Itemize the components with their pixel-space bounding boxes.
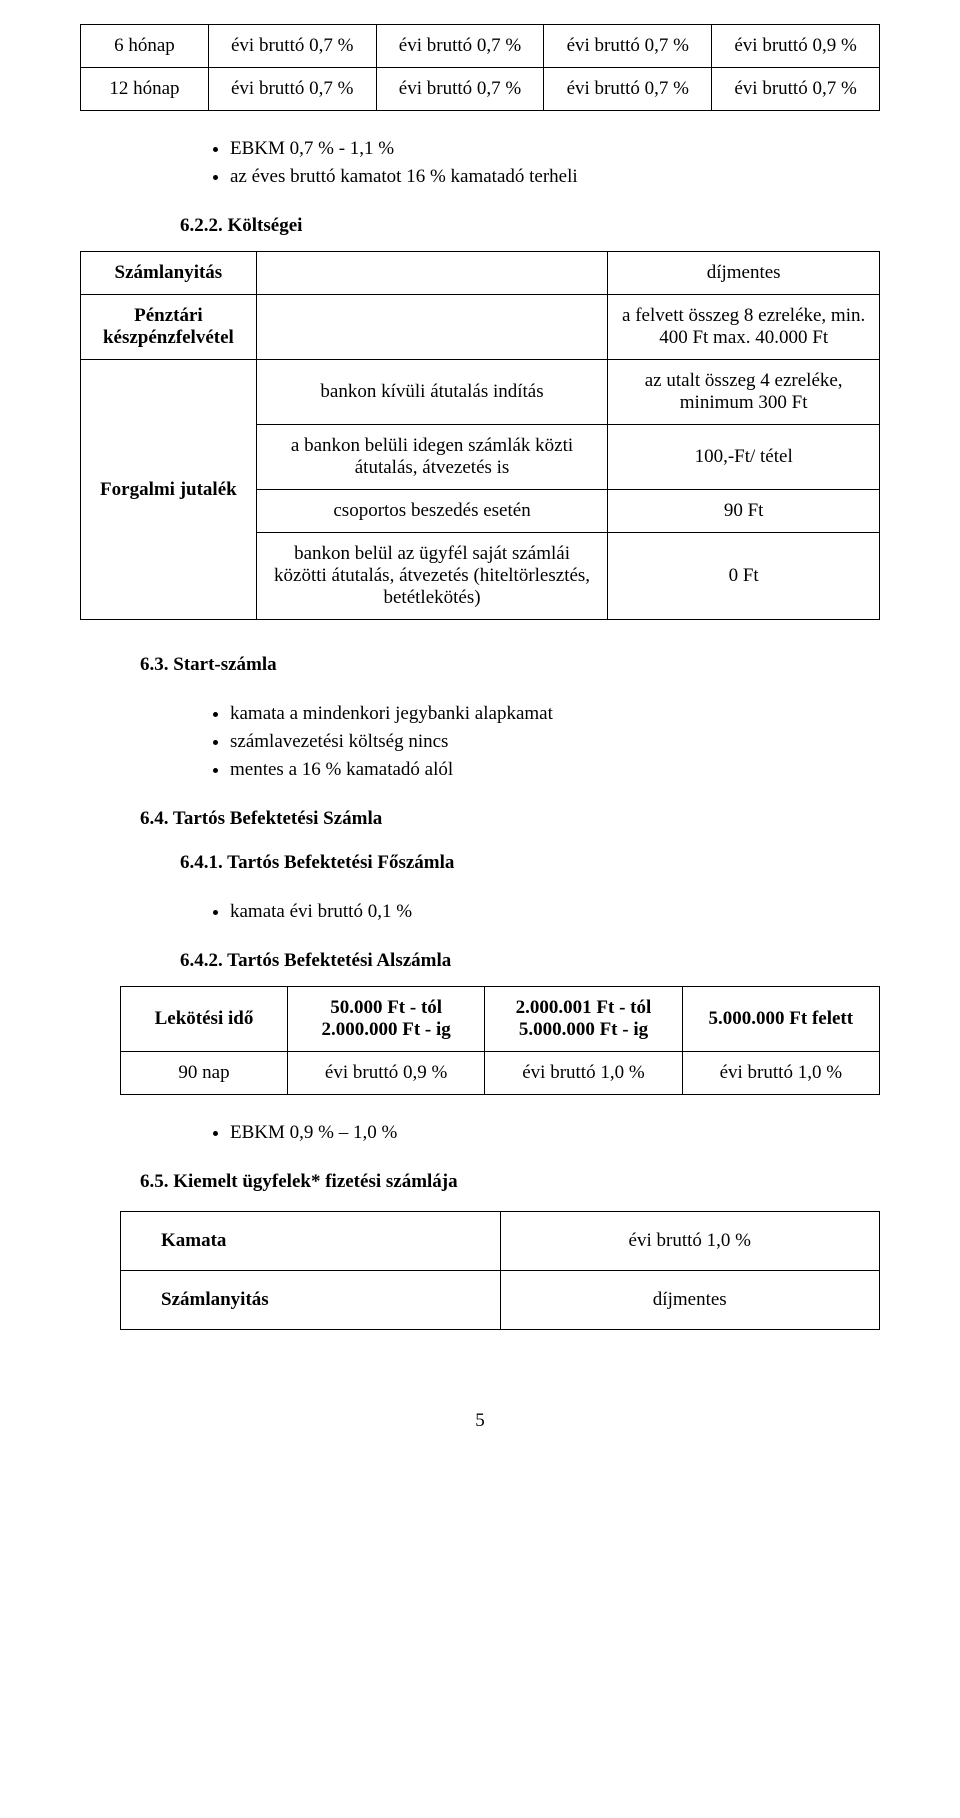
cell: évi bruttó 1,0 %	[485, 1052, 682, 1095]
heading-63: 6.3. Start-számla	[140, 654, 880, 676]
list-item: kamata évi bruttó 0,1 %	[230, 898, 880, 926]
heading-64: 6.4. Tartós Befektetési Számla	[140, 808, 880, 830]
cell: a bankon belüli idegen számlák közti átu…	[256, 425, 608, 490]
costs-table: Számlanyitás díjmentes Pénztári készpénz…	[80, 251, 880, 620]
col-head: 50.000 Ft - tól 2.000.000 Ft - ig	[287, 987, 484, 1052]
heading-641: 6.4.1. Tartós Befektetési Főszámla	[180, 852, 880, 874]
row-head: Forgalmi jutalék	[81, 360, 257, 620]
cell: 0 Ft	[608, 533, 880, 620]
cell: csoportos beszedés esetén	[256, 490, 608, 533]
cell: 12 hónap	[81, 68, 209, 111]
list-item: mentes a 16 % kamatadó alól	[230, 756, 880, 784]
cell: évi bruttó 1,0 %	[682, 1052, 879, 1095]
col-head: Lekötési idő	[121, 987, 288, 1052]
list-item: az éves bruttó kamatot 16 % kamatadó ter…	[230, 163, 880, 191]
cell: évi bruttó 0,7 %	[544, 68, 712, 111]
cell	[256, 295, 608, 360]
heading-642: 6.4.2. Tartós Befektetési Alszámla	[180, 950, 880, 972]
cell: a felvett összeg 8 ezreléke, min. 400 Ft…	[608, 295, 880, 360]
heading-65: 6.5. Kiemelt ügyfelek* fizetési számlája	[140, 1171, 880, 1193]
bullet-list-ebkm-kamatado: EBKM 0,7 % - 1,1 % az éves bruttó kamato…	[230, 135, 880, 191]
cell: díjmentes	[500, 1271, 880, 1330]
cell: évi bruttó 0,7 %	[376, 68, 544, 111]
cell: díjmentes	[608, 252, 880, 295]
cell: évi bruttó 0,7 %	[208, 25, 376, 68]
cell: évi bruttó 0,7 %	[376, 25, 544, 68]
col-head: 5.000.000 Ft felett	[682, 987, 879, 1052]
row-head: Számlanyitás	[121, 1271, 501, 1330]
col-head: 2.000.001 Ft - tól 5.000.000 Ft - ig	[485, 987, 682, 1052]
bullet-list-641: kamata évi bruttó 0,1 %	[230, 898, 880, 926]
cell: 90 nap	[121, 1052, 288, 1095]
heading-622: 6.2.2. Költségei	[180, 215, 880, 237]
rates-table-top: 6 hónap évi bruttó 0,7 % évi bruttó 0,7 …	[80, 24, 880, 111]
list-item: számlavezetési költség nincs	[230, 728, 880, 756]
alszamla-table: Lekötési idő 50.000 Ft - tól 2.000.000 F…	[120, 986, 880, 1095]
kiemelt-table: Kamata évi bruttó 1,0 % Számlanyitás díj…	[120, 1211, 880, 1330]
cell: 100,-Ft/ tétel	[608, 425, 880, 490]
cell: évi bruttó 0,7 %	[544, 25, 712, 68]
cell: évi bruttó 0,9 %	[712, 25, 880, 68]
page-number: 5	[80, 1410, 880, 1432]
cell: évi bruttó 0,7 %	[208, 68, 376, 111]
cell: évi bruttó 1,0 %	[500, 1212, 880, 1271]
bullet-list-ebkm2: EBKM 0,9 % – 1,0 %	[230, 1119, 880, 1147]
cell: bankon kívüli átutalás indítás	[256, 360, 608, 425]
cell: évi bruttó 0,7 %	[712, 68, 880, 111]
bullet-list-start-szamla: kamata a mindenkori jegybanki alapkamat …	[230, 700, 880, 784]
list-item: kamata a mindenkori jegybanki alapkamat	[230, 700, 880, 728]
cell: évi bruttó 0,9 %	[287, 1052, 484, 1095]
cell: 90 Ft	[608, 490, 880, 533]
list-item: EBKM 0,9 % – 1,0 %	[230, 1119, 880, 1147]
cell: 6 hónap	[81, 25, 209, 68]
cell	[256, 252, 608, 295]
row-head: Számlanyitás	[81, 252, 257, 295]
list-item: EBKM 0,7 % - 1,1 %	[230, 135, 880, 163]
cell: bankon belül az ügyfél saját számlái köz…	[256, 533, 608, 620]
row-head: Kamata	[121, 1212, 501, 1271]
row-head: Pénztári készpénzfelvétel	[81, 295, 257, 360]
cell: az utalt összeg 4 ezreléke, minimum 300 …	[608, 360, 880, 425]
